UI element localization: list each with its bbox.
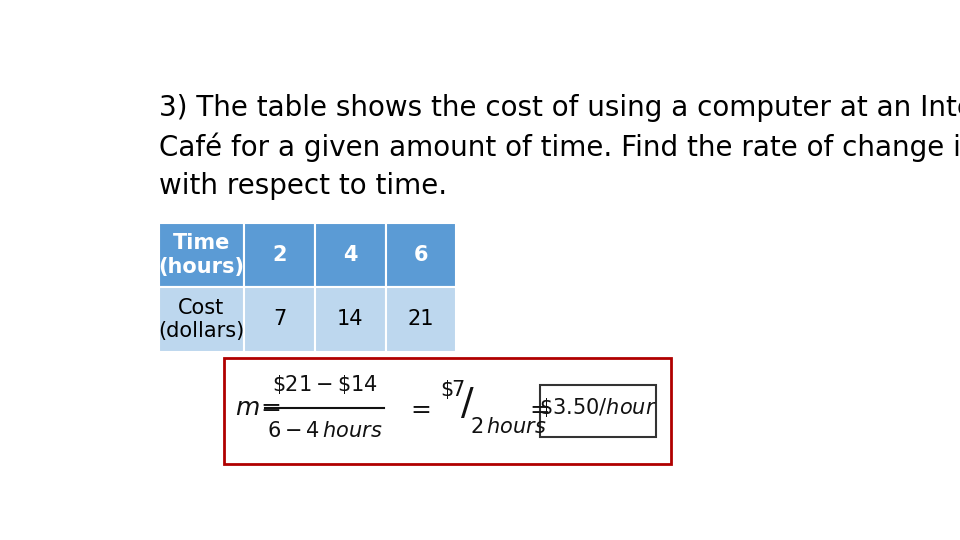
Text: 3) The table shows the cost of using a computer at an Internet
Café for a given : 3) The table shows the cost of using a c… — [158, 94, 960, 200]
Text: $\$7$: $\$7$ — [440, 377, 465, 401]
Text: $\$3.50/hour$: $\$3.50/hour$ — [540, 396, 657, 420]
FancyBboxPatch shape — [315, 223, 386, 287]
Text: $m\!=\!$: $m\!=\!$ — [235, 396, 280, 420]
Text: 7: 7 — [273, 309, 286, 329]
FancyBboxPatch shape — [225, 358, 670, 464]
FancyBboxPatch shape — [158, 287, 244, 352]
Text: 2: 2 — [273, 245, 287, 265]
FancyBboxPatch shape — [386, 223, 456, 287]
Text: $=$: $=$ — [525, 396, 551, 420]
FancyBboxPatch shape — [540, 385, 656, 437]
Text: 6: 6 — [414, 245, 428, 265]
Text: $6 - 4\,hours$: $6 - 4\,hours$ — [267, 421, 382, 441]
FancyBboxPatch shape — [244, 223, 315, 287]
Text: 14: 14 — [337, 309, 364, 329]
FancyBboxPatch shape — [158, 223, 244, 287]
Text: $\$21 - \$14$: $\$21 - \$14$ — [272, 374, 377, 396]
FancyBboxPatch shape — [244, 287, 315, 352]
FancyBboxPatch shape — [315, 287, 386, 352]
Text: /: / — [461, 386, 473, 422]
Text: Cost
(dollars): Cost (dollars) — [158, 298, 245, 341]
Text: $=$: $=$ — [406, 396, 432, 420]
Text: 21: 21 — [408, 309, 434, 329]
Text: $2\,hours$: $2\,hours$ — [469, 416, 546, 436]
FancyBboxPatch shape — [386, 287, 456, 352]
Text: 4: 4 — [343, 245, 357, 265]
Text: Time
(hours): Time (hours) — [158, 233, 245, 276]
